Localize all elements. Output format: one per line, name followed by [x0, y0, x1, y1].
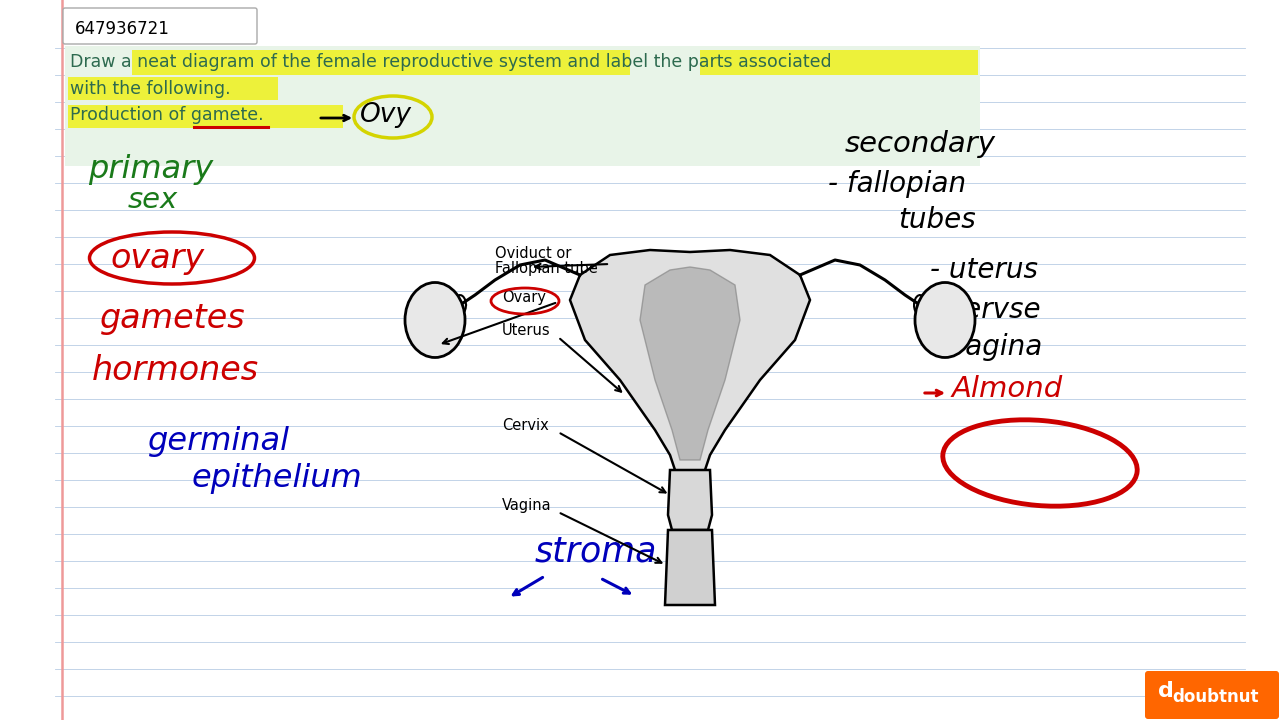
Text: doubtnut: doubtnut	[1172, 688, 1258, 706]
Bar	[68, 105, 343, 128]
Text: tubes: tubes	[899, 206, 975, 234]
Text: Fallopian tube: Fallopian tube	[495, 261, 598, 276]
Text: with the following.: with the following.	[70, 80, 230, 98]
FancyBboxPatch shape	[63, 8, 257, 44]
Text: epithelium: epithelium	[192, 463, 362, 494]
Text: primary: primary	[88, 154, 214, 185]
Text: Production of gamete.: Production of gamete.	[70, 106, 264, 124]
FancyBboxPatch shape	[1146, 671, 1279, 719]
Text: Vagina: Vagina	[502, 498, 552, 513]
Text: gametes: gametes	[100, 302, 246, 335]
Polygon shape	[666, 530, 716, 605]
Text: - cervse: - cervse	[931, 296, 1041, 324]
Text: 647936721: 647936721	[76, 20, 170, 38]
Text: secondary: secondary	[845, 130, 996, 158]
Text: Almond: Almond	[952, 375, 1064, 403]
Ellipse shape	[915, 282, 975, 358]
Text: hormones: hormones	[92, 354, 259, 387]
Text: sex: sex	[128, 186, 178, 214]
Text: Ovary: Ovary	[502, 290, 547, 305]
Text: - vagina: - vagina	[931, 333, 1042, 361]
Text: Cervix: Cervix	[502, 418, 549, 433]
Text: Ovy: Ovy	[360, 102, 412, 128]
Text: germinal: germinal	[148, 426, 291, 457]
Text: Uterus: Uterus	[502, 323, 550, 338]
Polygon shape	[668, 470, 712, 530]
Bar	[700, 50, 978, 75]
Text: Draw a neat diagram of the female reproductive system and label the parts associ: Draw a neat diagram of the female reprod…	[70, 53, 832, 71]
Bar	[65, 46, 980, 166]
Text: stroma: stroma	[535, 535, 658, 569]
Bar	[132, 50, 630, 75]
Bar	[68, 77, 278, 100]
Polygon shape	[570, 250, 810, 475]
Ellipse shape	[404, 282, 465, 358]
Text: - uterus: - uterus	[931, 256, 1038, 284]
Text: d: d	[1158, 681, 1174, 701]
Text: - fallopian: - fallopian	[828, 170, 966, 198]
Text: ovary: ovary	[110, 242, 204, 275]
Polygon shape	[640, 267, 740, 460]
Text: Oviduct or: Oviduct or	[495, 246, 571, 261]
